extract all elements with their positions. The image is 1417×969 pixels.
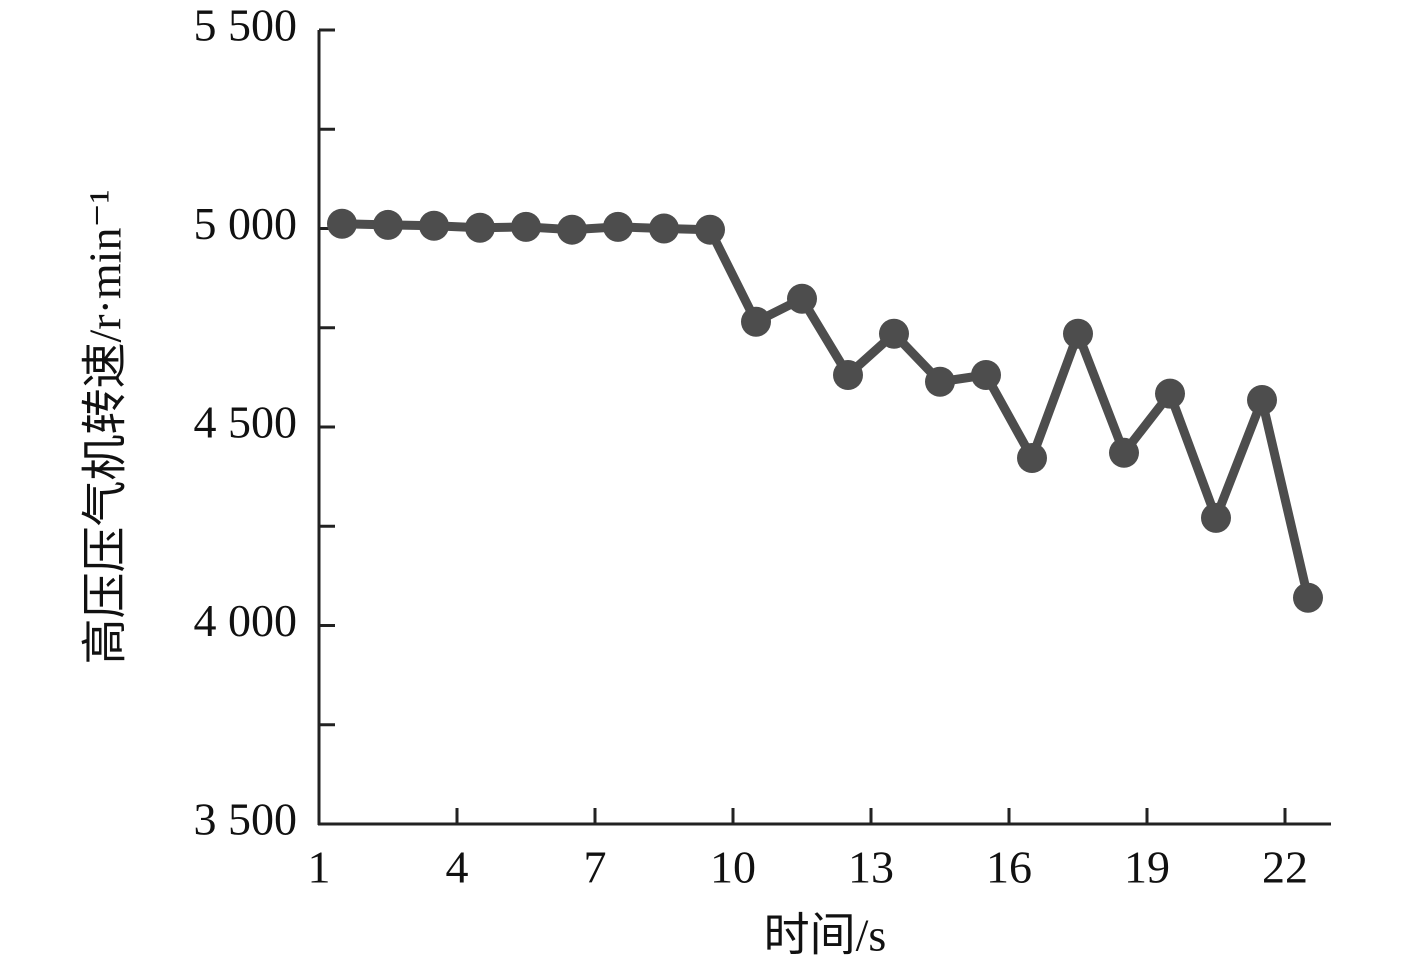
data-point (787, 283, 817, 314)
data-point (373, 209, 403, 240)
x-tick-label: 7 (584, 842, 607, 893)
x-tick-label: 13 (848, 842, 894, 893)
data-point (971, 359, 1001, 390)
x-tick-label: 1 (308, 842, 331, 893)
x-tick-label: 16 (986, 842, 1032, 893)
x-axis-label: 时间/s (764, 910, 887, 961)
data-point (327, 208, 357, 239)
series-line (341, 219, 1313, 599)
data-point (465, 212, 495, 243)
data-point (879, 318, 909, 349)
data-point (419, 210, 449, 241)
y-tick-label: 4 000 (194, 595, 298, 646)
x-tick-label: 19 (1124, 842, 1170, 893)
data-point (1201, 502, 1231, 533)
data-point (511, 211, 541, 242)
y-tick-label: 4 500 (194, 397, 298, 448)
y-tick-label: 5 000 (194, 198, 298, 249)
data-point (603, 211, 633, 242)
data-point (557, 214, 587, 245)
data-point (741, 306, 771, 337)
data-point (1063, 318, 1093, 349)
data-point (1247, 385, 1277, 416)
x-tick-label: 10 (710, 842, 756, 893)
data-point (1155, 378, 1185, 409)
data-point (695, 214, 725, 245)
data-point (649, 213, 679, 244)
data-point (925, 366, 955, 397)
x-tick-label: 22 (1262, 842, 1308, 893)
data-point (1293, 582, 1323, 613)
y-axis-label: 高压压气机转速/r·min⁻¹ (80, 189, 131, 664)
data-point (833, 359, 863, 390)
data-point (1109, 437, 1139, 468)
y-tick-label: 5 500 (194, 0, 298, 51)
data-point (1017, 442, 1047, 473)
y-tick-label: 3 500 (194, 794, 298, 845)
x-tick-label: 4 (446, 842, 469, 893)
